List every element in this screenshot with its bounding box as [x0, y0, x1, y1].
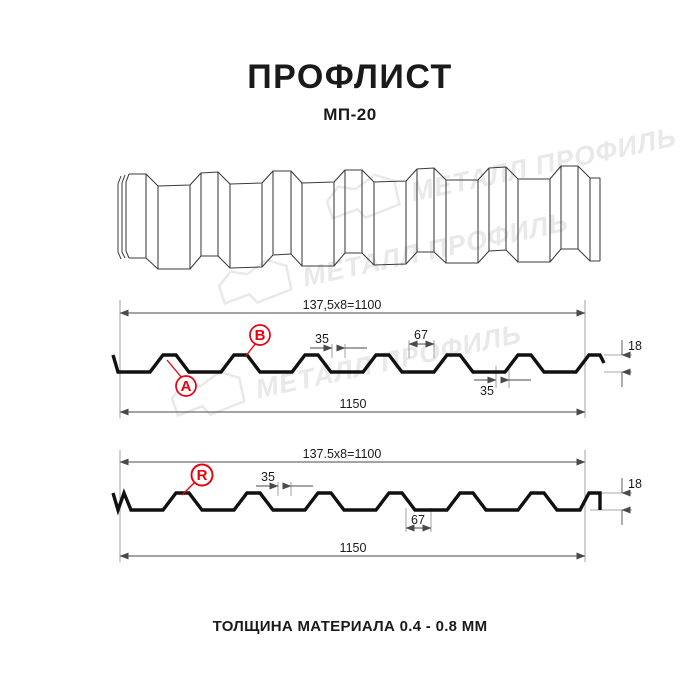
profile-outline: [111, 353, 606, 374]
callout-a-leader: [166, 359, 183, 379]
callout-r-circle: [190, 463, 214, 487]
dimension-total-label: 1150: [340, 541, 367, 555]
callout-b-circle: [249, 324, 271, 346]
dimension-rib-top-label: 35: [315, 332, 329, 346]
watermark-text: МЕТАЛЛ ПРОФИЛЬ: [300, 207, 571, 293]
dimension-height: 18: [621, 339, 642, 387]
dimension-total-label: 1150: [340, 397, 367, 411]
dimension-height-label: 18: [628, 477, 642, 491]
callout-a-label: A: [181, 378, 192, 395]
callout-a-circle: [175, 375, 197, 397]
dimension-rib-top-2-label: 35: [480, 384, 494, 398]
dimension-height: 18: [621, 477, 642, 525]
dimension-valley-label: 67: [411, 513, 425, 527]
callout-r: R: [181, 463, 214, 496]
watermark-logo-icon: [217, 258, 293, 306]
dimension-valley: 67: [408, 328, 435, 358]
dimension-rib-top: 35: [256, 470, 313, 496]
callout-a: A: [166, 359, 197, 397]
callout-r-label: R: [197, 467, 208, 484]
callout-r-leader: [181, 480, 197, 496]
dimension-height-label: 18: [628, 339, 642, 353]
callout-b-label: B: [255, 327, 266, 344]
dimension-rib-top-lower: 35: [474, 366, 531, 398]
material-thickness-note: ТОЛЩИНА МАТЕРИАЛА 0.4 - 0.8 ММ: [212, 618, 488, 635]
watermark-3: МЕТАЛЛ ПРОФИЛЬ: [325, 122, 679, 221]
dimension-total: 1150: [119, 395, 586, 416]
callout-b: B: [244, 324, 271, 358]
dimension-rib-top-label: 35: [261, 470, 275, 484]
callout-b-leader: [244, 342, 257, 358]
perspective-profile-view: [117, 165, 601, 270]
dimension-overall-label: 137,5x8=1100: [303, 298, 382, 312]
watermark-group: МЕТАЛЛ ПРОФИЛЬ МЕТАЛЛ ПРОФИЛЬ МЕТАЛЛ ПРО…: [170, 122, 679, 418]
dimension-total: 1150: [119, 539, 586, 560]
cross-section-a-b: 137,5x8=1100 1150 18 35 67: [111, 297, 642, 418]
dimension-overall: 137,5x8=1100: [119, 297, 586, 317]
page-title: ПРОФЛИСТ: [247, 58, 453, 96]
dimension-valley-label: 67: [414, 328, 428, 342]
page-subtitle: МП-20: [323, 105, 377, 124]
dimension-rib-top-upper: 35: [310, 332, 367, 358]
dimension-valley: 67: [405, 508, 432, 532]
watermark-text: МЕТАЛЛ ПРОФИЛЬ: [408, 122, 679, 208]
cross-section-r: 137.5x8=1100 1150 18 35 67: [111, 446, 642, 562]
dimension-overall: 137.5x8=1100: [119, 446, 586, 466]
dimension-overall-label: 137.5x8=1100: [303, 447, 382, 461]
profile-outline: [111, 488, 602, 516]
